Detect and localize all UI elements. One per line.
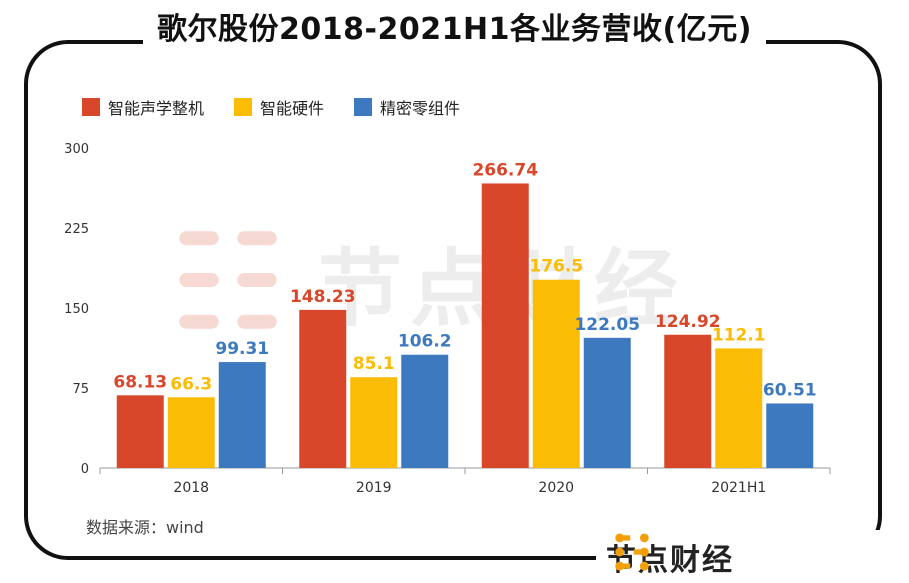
legend-label-hardware: 智能硬件: [260, 99, 325, 118]
legend-label-acoustic: 智能声学整机: [108, 99, 205, 118]
bar: [532, 279, 580, 468]
data-label: 124.92: [655, 312, 721, 332]
data-label: 106.2: [398, 332, 452, 352]
x-tick-label: 2020: [538, 480, 574, 496]
legend-label-components: 精密零组件: [380, 99, 461, 118]
bar: [218, 362, 266, 468]
chart-title: 歌尔股份2018-2021H1各业务营收(亿元): [143, 10, 766, 50]
bar: [299, 309, 347, 468]
data-label: 99.31: [215, 339, 269, 359]
data-label: 66.3: [170, 374, 212, 394]
legend: 智能声学整机 智能硬件 精密零组件: [82, 95, 460, 119]
data-label: 68.13: [113, 372, 167, 392]
bar: [116, 395, 164, 468]
data-label: 122.05: [574, 315, 640, 335]
brand-footer: 节点财经: [596, 530, 909, 583]
watermark-logo-icon: [179, 231, 277, 329]
y-tick-label: 0: [81, 462, 89, 477]
bar: [481, 183, 529, 468]
legend-swatch-acoustic: [82, 98, 100, 116]
legend-swatch-hardware: [234, 98, 253, 116]
bar: [167, 397, 215, 468]
y-tick-label: 300: [64, 142, 89, 157]
bar: [664, 334, 712, 468]
data-label: 60.51: [763, 380, 817, 400]
brand-logo-icon: [615, 533, 649, 571]
data-source: 数据来源：wind: [86, 518, 204, 537]
bar: [715, 348, 763, 468]
y-tick-label: 150: [64, 302, 89, 317]
data-label: 266.74: [472, 160, 538, 180]
legend-item-hardware: 智能硬件: [234, 95, 324, 119]
brand-name: 节点财经: [606, 542, 734, 578]
data-label: 176.5: [529, 257, 583, 277]
bar: [401, 354, 449, 468]
legend-item-components: 精密零组件: [354, 95, 460, 119]
x-tick-label: 2019: [356, 480, 392, 496]
y-tick-label: 225: [64, 222, 89, 237]
y-tick-label: 75: [72, 382, 89, 397]
bar: [583, 337, 631, 468]
title-wrap: 歌尔股份2018-2021H1各业务营收(亿元): [0, 10, 909, 50]
data-label: 112.1: [712, 325, 766, 345]
data-label: 148.23: [290, 287, 356, 307]
data-label: 85.1: [353, 354, 395, 374]
legend-swatch-components: [354, 98, 373, 116]
bar: [350, 377, 398, 468]
legend-item-acoustic: 智能声学整机: [82, 95, 204, 119]
x-tick-label: 2018: [173, 480, 209, 496]
x-tick-label: 2021H1: [711, 480, 766, 496]
bar: [766, 403, 814, 468]
